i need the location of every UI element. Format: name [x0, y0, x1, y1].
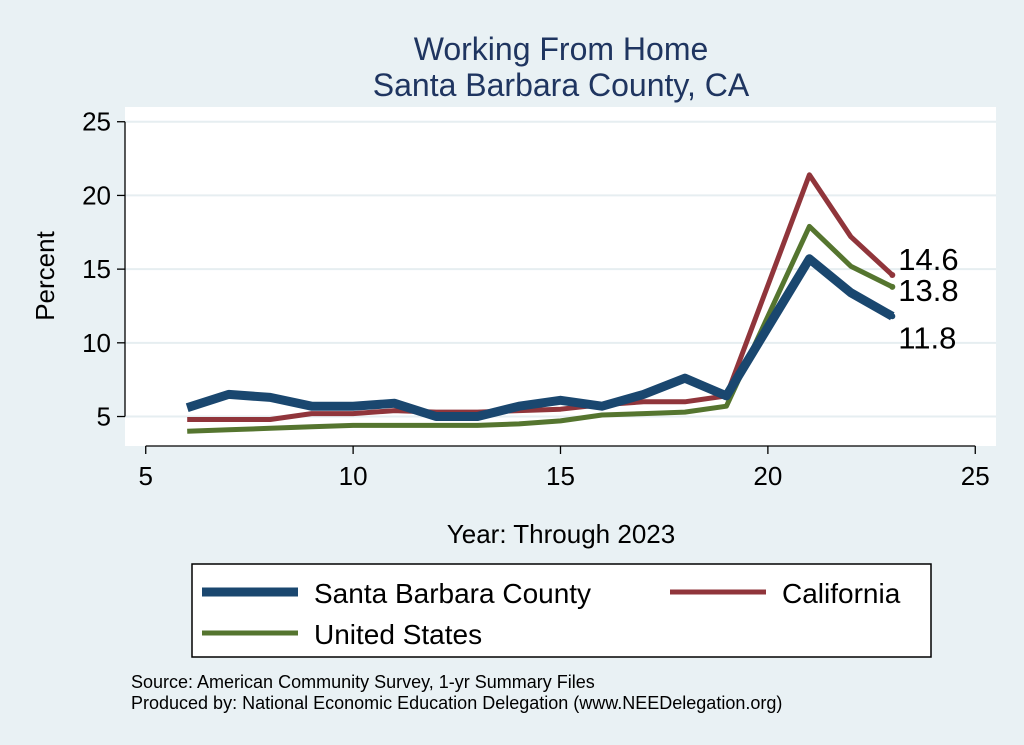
y-tick-label-15: 15 — [82, 254, 111, 284]
legend-label-california: California — [782, 578, 901, 609]
y-tick-label-5: 5 — [97, 402, 111, 432]
end-label-santa-barbara-county: 11.8 — [898, 320, 956, 355]
y-tick-label-25: 25 — [82, 107, 111, 137]
x-tick-label-10: 10 — [339, 461, 368, 491]
producer-note: Produced by: National Economic Education… — [131, 693, 782, 713]
end-marker-california — [889, 272, 896, 279]
x-tick-label-15: 15 — [546, 461, 575, 491]
gridlines — [125, 120, 996, 418]
chart-title: Working From Home — [414, 31, 709, 67]
x-tick-label-25: 25 — [961, 461, 990, 491]
end-marker-santa-barbara-county — [889, 313, 896, 320]
x-tick-label-20: 20 — [753, 461, 782, 491]
end-label-united-states: 13.8 — [898, 273, 958, 308]
end-label-california: 14.6 — [898, 242, 958, 277]
end-labels: 11.8 14.613.8 — [898, 242, 958, 355]
legend-box — [191, 563, 932, 658]
legend-label-united-states: United States — [314, 619, 482, 650]
axes: 5 10 15 20 25 5 10 15 20 25 — [82, 107, 990, 491]
legend-label-santa-barbara-county: Santa Barbara County — [314, 578, 591, 609]
y-tick-label-10: 10 — [82, 328, 111, 358]
series-lines — [185, 172, 896, 434]
chart-subtitle: Santa Barbara County, CA — [373, 67, 750, 103]
legend: Santa Barbara County California United Sta… — [202, 578, 901, 650]
source-note: Source: American Community Survey, 1-yr … — [131, 672, 595, 692]
y-tick-label-20: 20 — [82, 180, 111, 210]
plot-area — [125, 107, 996, 446]
x-axis-title: Year: Through 2023 — [447, 519, 675, 549]
x-tick-label-5: 5 — [139, 461, 153, 491]
line-santa-barbara-county — [185, 254, 895, 421]
end-marker-united-states — [889, 283, 896, 290]
y-axis-title: Percent — [30, 230, 60, 320]
